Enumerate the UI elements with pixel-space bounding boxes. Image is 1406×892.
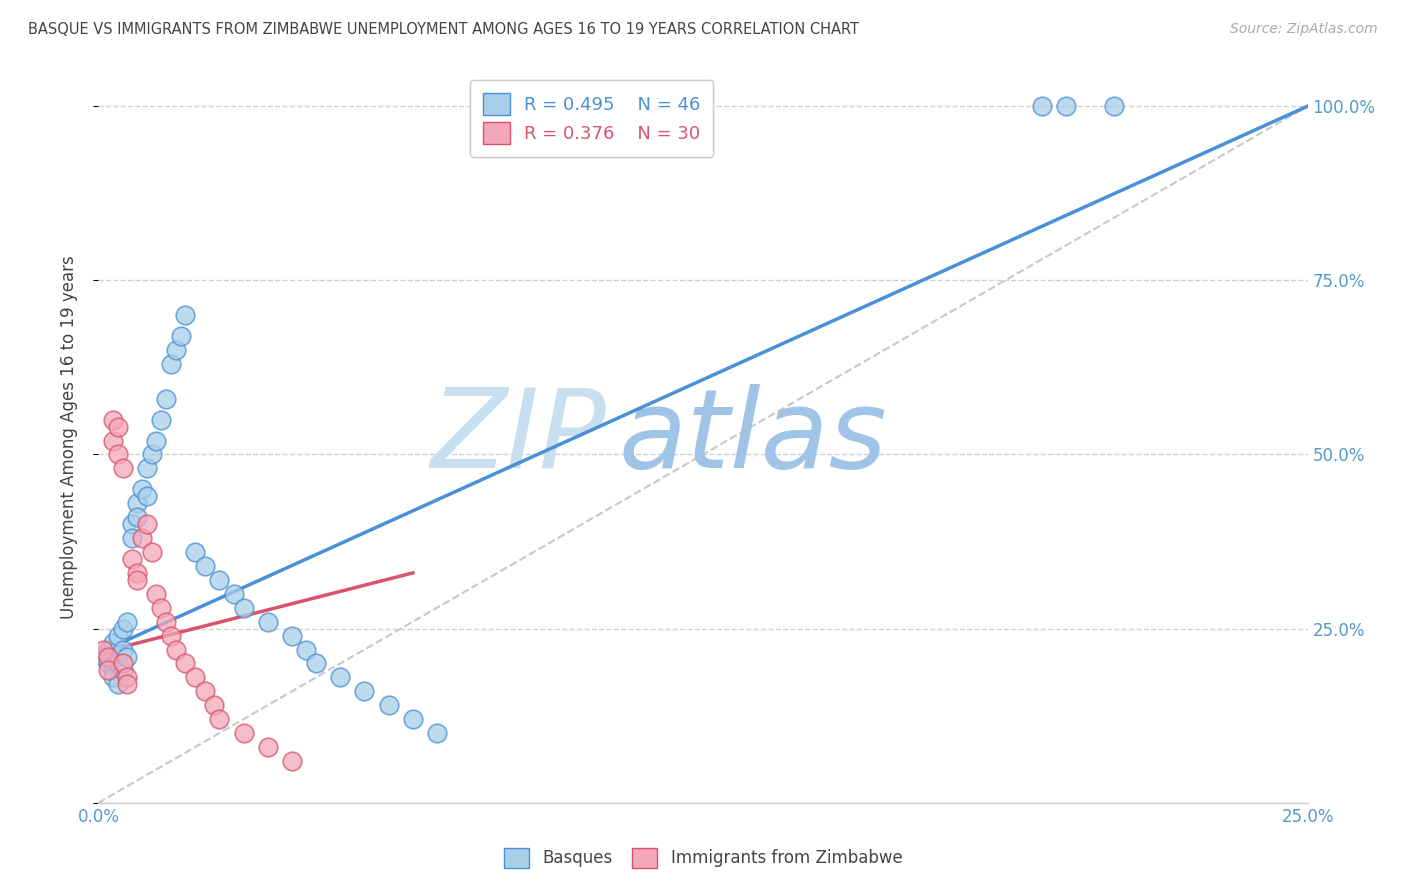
Point [117, 677, 139, 691]
Point [295, 642, 318, 657]
Point [107, 448, 129, 462]
Point [135, 461, 157, 475]
Point [127, 496, 149, 510]
Point [111, 461, 134, 475]
Point [256, 615, 278, 629]
Point [232, 726, 254, 740]
Legend: R = 0.495    N = 46, R = 0.376    N = 30: R = 0.495 N = 46, R = 0.376 N = 30 [470, 80, 713, 157]
Point [353, 684, 375, 698]
Point [194, 558, 217, 573]
Point [121, 552, 143, 566]
Point [141, 448, 163, 462]
Point [165, 343, 187, 357]
Point [135, 517, 157, 532]
Point [174, 657, 197, 671]
Point [204, 698, 226, 713]
Point [155, 615, 177, 629]
Point [174, 308, 197, 322]
Point [101, 412, 124, 426]
Point [127, 510, 149, 524]
Point [184, 545, 207, 559]
Point [426, 726, 449, 740]
Point [131, 531, 153, 545]
Point [97, 657, 120, 671]
Legend: Basques, Immigrants from Zimbabwe: Basques, Immigrants from Zimbabwe [496, 841, 910, 875]
Point [107, 629, 129, 643]
Point [184, 670, 207, 684]
Point [111, 657, 134, 671]
Point [208, 573, 231, 587]
Point [1031, 99, 1053, 113]
Point [117, 649, 139, 664]
Point [101, 670, 124, 684]
Point [101, 664, 124, 678]
Point [111, 642, 134, 657]
Point [135, 489, 157, 503]
Text: ZIP: ZIP [430, 384, 606, 491]
Point [150, 412, 173, 426]
Point [107, 419, 129, 434]
Point [111, 664, 134, 678]
Point [1102, 99, 1125, 113]
Point [101, 635, 124, 649]
Point [232, 600, 254, 615]
Point [160, 357, 183, 371]
Text: Source: ZipAtlas.com: Source: ZipAtlas.com [1230, 22, 1378, 37]
Point [127, 566, 149, 580]
Point [97, 649, 120, 664]
Point [208, 712, 231, 726]
Point [121, 531, 143, 545]
Point [305, 657, 328, 671]
Point [127, 573, 149, 587]
Point [117, 670, 139, 684]
Y-axis label: Unemployment Among Ages 16 to 19 years: Unemployment Among Ages 16 to 19 years [59, 255, 77, 619]
Point [281, 754, 304, 768]
Point [117, 615, 139, 629]
Point [165, 642, 187, 657]
Point [402, 712, 425, 726]
Point [97, 664, 120, 678]
Point [145, 587, 167, 601]
Point [377, 698, 399, 713]
Point [194, 684, 217, 698]
Point [160, 629, 183, 643]
Point [169, 329, 191, 343]
Point [281, 629, 304, 643]
Text: atlas: atlas [619, 384, 887, 491]
Point [329, 670, 352, 684]
Point [107, 677, 129, 691]
Point [141, 545, 163, 559]
Point [91, 649, 114, 664]
Point [150, 600, 173, 615]
Point [121, 517, 143, 532]
Point [111, 622, 134, 636]
Point [145, 434, 167, 448]
Text: BASQUE VS IMMIGRANTS FROM ZIMBABWE UNEMPLOYMENT AMONG AGES 16 TO 19 YEARS CORREL: BASQUE VS IMMIGRANTS FROM ZIMBABWE UNEMP… [28, 22, 859, 37]
Point [256, 740, 278, 755]
Point [97, 642, 120, 657]
Point [107, 657, 129, 671]
Point [222, 587, 245, 601]
Point [131, 483, 153, 497]
Point [91, 642, 114, 657]
Point [1054, 99, 1077, 113]
Point [155, 392, 177, 406]
Point [101, 434, 124, 448]
